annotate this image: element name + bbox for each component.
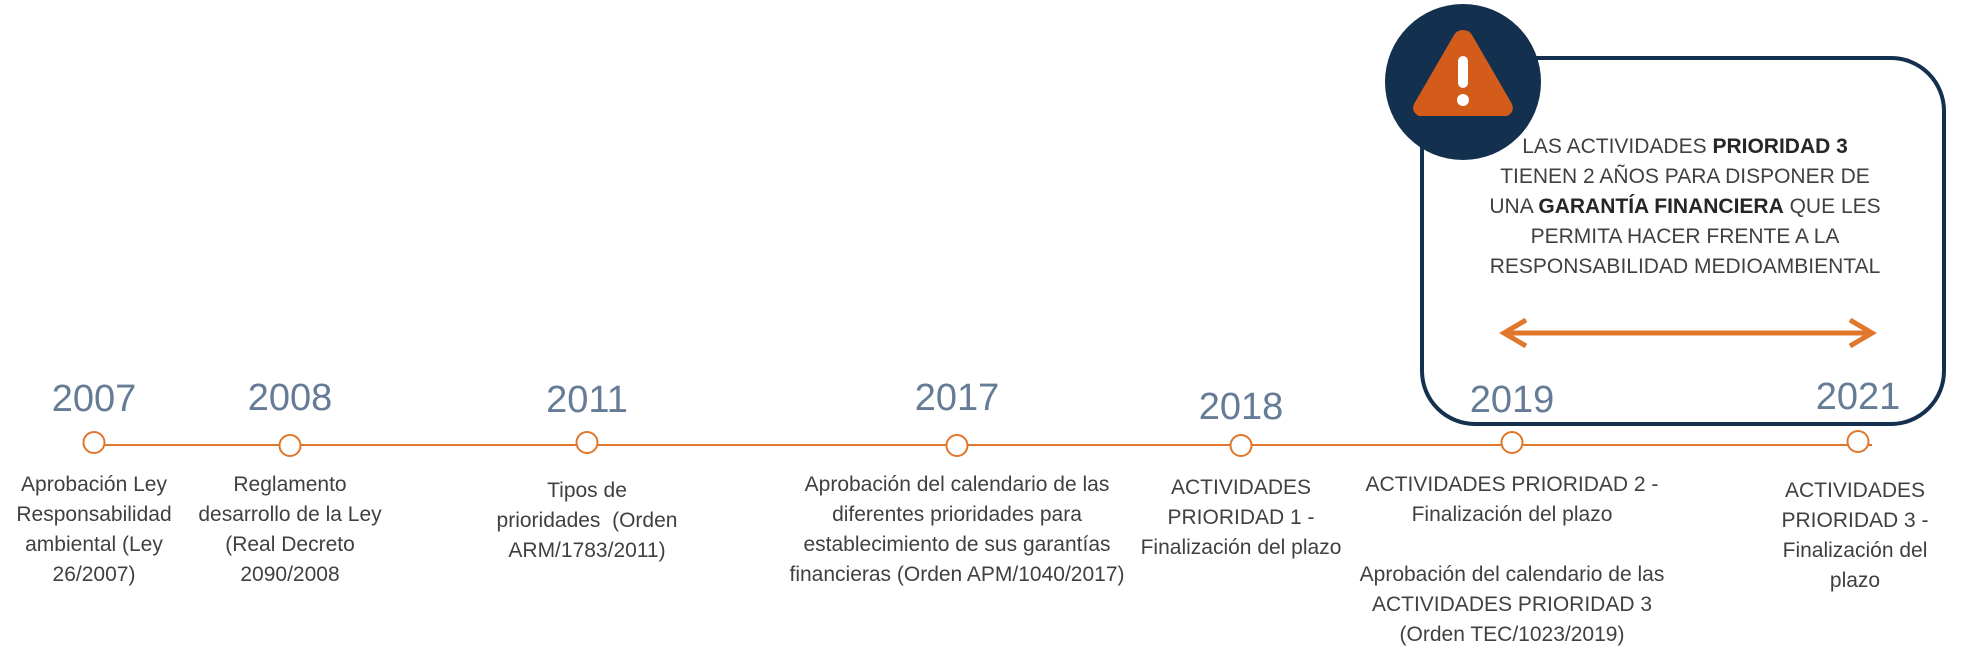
warning-icon bbox=[1413, 30, 1513, 116]
event-description: ACTIVIDADES PRIORIDAD 2 - Finalización d… bbox=[1359, 473, 1665, 646]
event-year: 2021 bbox=[1815, 376, 1901, 418]
event-marker bbox=[278, 434, 302, 457]
event-description: Aprobación Ley Responsabilidad ambiental… bbox=[16, 473, 172, 586]
warning-badge bbox=[1385, 4, 1541, 160]
event-description: Tipos de prioridades (Orden ARM/1783/201… bbox=[496, 479, 678, 562]
event-year: 2007 bbox=[51, 378, 137, 420]
event-marker bbox=[82, 431, 106, 454]
event-marker bbox=[1500, 431, 1524, 454]
event-marker bbox=[945, 434, 969, 457]
event-year: 2011 bbox=[546, 379, 628, 421]
event-marker bbox=[1846, 430, 1870, 453]
double-arrow-icon bbox=[1499, 317, 1877, 349]
event-year: 2018 bbox=[1198, 386, 1284, 428]
event-year: 2017 bbox=[914, 377, 1000, 419]
event-description: Reglamento desarrollo de la Ley (Real De… bbox=[198, 473, 382, 586]
callout-box bbox=[1420, 56, 1946, 426]
event-marker bbox=[575, 431, 599, 454]
event-description: Aprobación del calendario de las diferen… bbox=[789, 473, 1125, 586]
timeline-line bbox=[94, 444, 1872, 446]
event-description: ACTIVIDADES PRIORIDAD 1 - Finalización d… bbox=[1140, 476, 1342, 559]
event-marker bbox=[1229, 434, 1253, 457]
event-description: ACTIVIDADES PRIORIDAD 3 - Finalización d… bbox=[1781, 479, 1929, 592]
event-year: 2008 bbox=[247, 377, 333, 419]
event-year: 2019 bbox=[1469, 379, 1555, 421]
callout-text: LAS ACTIVIDADES PRIORIDAD 3 TIENEN 2 AÑO… bbox=[1489, 135, 1881, 278]
